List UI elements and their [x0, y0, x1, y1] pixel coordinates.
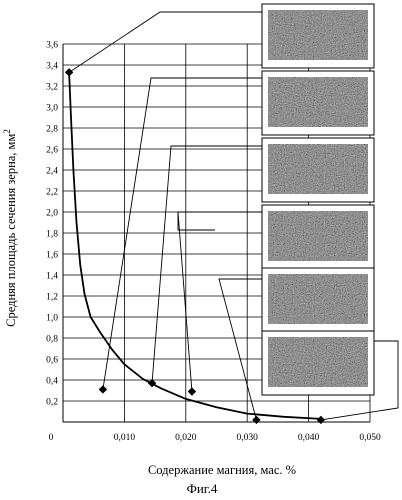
x-tick-label: 0,050	[359, 433, 381, 443]
y-tick-label: 2,8	[46, 125, 58, 135]
data-point-diamond	[252, 416, 260, 424]
x-tick-label: 0,030	[237, 433, 259, 443]
y-axis-title: Средняя площадь сечения зерна, мм2	[2, 129, 18, 327]
x-tick-label: 0,010	[114, 433, 136, 443]
y-tick-label: 1,8	[46, 230, 58, 240]
micrograph-panel	[262, 268, 374, 332]
leader-line	[103, 78, 262, 389]
x-tick-label: 0	[49, 433, 54, 443]
leader-line	[178, 212, 262, 392]
y-tick-label: 1,6	[46, 251, 58, 261]
micrograph-panel	[262, 138, 374, 202]
y-tick-label: 1,2	[46, 293, 58, 303]
y-tick-label: 0,8	[46, 335, 58, 345]
leader-line	[219, 279, 262, 420]
data-point-diamond	[188, 387, 196, 395]
y-tick-label: 3,0	[46, 104, 58, 114]
micrograph-panels	[262, 4, 374, 395]
y-tick-label: 3,4	[46, 62, 58, 72]
x-tick-label: 0,040	[298, 433, 320, 443]
data-point-diamond	[65, 68, 73, 76]
leader-line	[69, 12, 262, 72]
y-tick-labels: 0,2 0,4 0,6 0,8 1,0 1,2 1,4 1,6 1,8 2,0 2,2 2,4 2,6 2…	[46, 41, 58, 408]
y-tick-label: 2,6	[46, 146, 58, 156]
y-tick-label: 0,6	[46, 356, 58, 366]
y-tick-label: 1,0	[46, 314, 58, 324]
y-tick-label: 0,4	[46, 377, 58, 387]
y-tick-label: 1,4	[46, 272, 58, 282]
y-tick-label: 3,2	[46, 83, 58, 93]
micrograph-panel	[262, 71, 374, 135]
y-tick-label: 2,0	[46, 209, 58, 219]
x-tick-labels: 0 0,010 0,020 0,030 0,040 0,050	[49, 433, 381, 443]
y-tick-label: 2,4	[46, 167, 58, 177]
leader-line	[178, 212, 215, 230]
figure-caption: Фиг.4	[187, 481, 218, 496]
y-tick-label: 2,2	[46, 188, 58, 198]
micrograph-panel	[262, 205, 374, 269]
y-tick-label: 3,6	[46, 41, 58, 51]
data-point-diamond	[317, 416, 325, 424]
x-tick-label: 0,020	[175, 433, 197, 443]
x-axis-title: Содержание магния, мас. %	[148, 463, 296, 477]
data-point-diamond	[99, 385, 107, 393]
y-tick-label: 0,2	[46, 398, 58, 408]
leader-line	[152, 146, 262, 383]
micrograph-panel	[262, 4, 374, 68]
micrograph-panel	[262, 331, 374, 395]
